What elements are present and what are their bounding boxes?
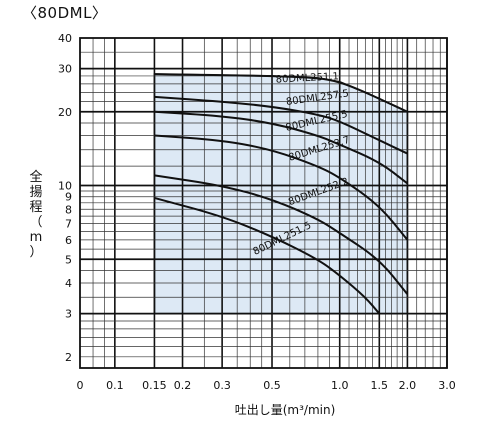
y-tick-label: 9 — [65, 191, 72, 204]
curve-label: 80DML251.1 — [275, 71, 339, 85]
x-axis-label: 吐出し量(m³/min) — [235, 403, 336, 417]
x-tick-label: 1.5 — [371, 379, 389, 392]
y-tick-label: 7 — [65, 217, 72, 230]
operating-region-layer — [153, 73, 409, 315]
y-tick-label: 4 — [65, 277, 72, 290]
performance-curve — [154, 134, 409, 241]
x-tick-label: 3.0 — [438, 379, 456, 392]
y-axis-label-char: m — [29, 230, 43, 245]
x-tick-label: 0.2 — [174, 379, 192, 392]
y-axis-label-char: 揚 — [29, 185, 43, 200]
y-tick-label: 6 — [65, 234, 72, 247]
performance-curve — [154, 73, 408, 113]
x-tick-label: 0 — [77, 379, 84, 392]
plot-frame — [79, 37, 448, 369]
x-tick-label: 0.1 — [106, 379, 124, 392]
y-tick-label: 8 — [65, 203, 72, 216]
grid-layer — [79, 37, 448, 369]
y-tick-label: 20 — [58, 106, 72, 119]
y-axis-label-char: 全 — [29, 170, 43, 185]
x-tick-label: 0.5 — [263, 379, 281, 392]
y-tick-label: 10 — [58, 180, 72, 193]
x-tick-label: 1.0 — [331, 379, 349, 392]
y-tick-label: 30 — [58, 63, 72, 76]
operating-region — [153, 73, 409, 315]
x-tick-label: 0.3 — [213, 379, 231, 392]
y-axis-label-char: ） — [29, 245, 43, 260]
y-tick-label: 5 — [65, 253, 72, 266]
performance-curve — [154, 110, 409, 185]
performance-curve — [154, 196, 381, 315]
x-tick-label: 0.15 — [142, 379, 167, 392]
y-tick-label: 40 — [58, 32, 72, 45]
y-tick-label: 3 — [65, 308, 72, 321]
curves-layer — [154, 73, 409, 315]
y-axis-label: 全 揚 程 （ m ） — [28, 170, 44, 260]
y-tick-label: 2 — [65, 351, 72, 364]
performance-curve — [154, 174, 409, 295]
y-axis-label-char: （ — [29, 215, 43, 230]
performance-curve — [154, 95, 408, 155]
chart-title: 〈80DML〉 — [22, 4, 108, 22]
x-tick-label: 2.0 — [399, 379, 417, 392]
y-axis-label-char: 程 — [29, 200, 43, 215]
